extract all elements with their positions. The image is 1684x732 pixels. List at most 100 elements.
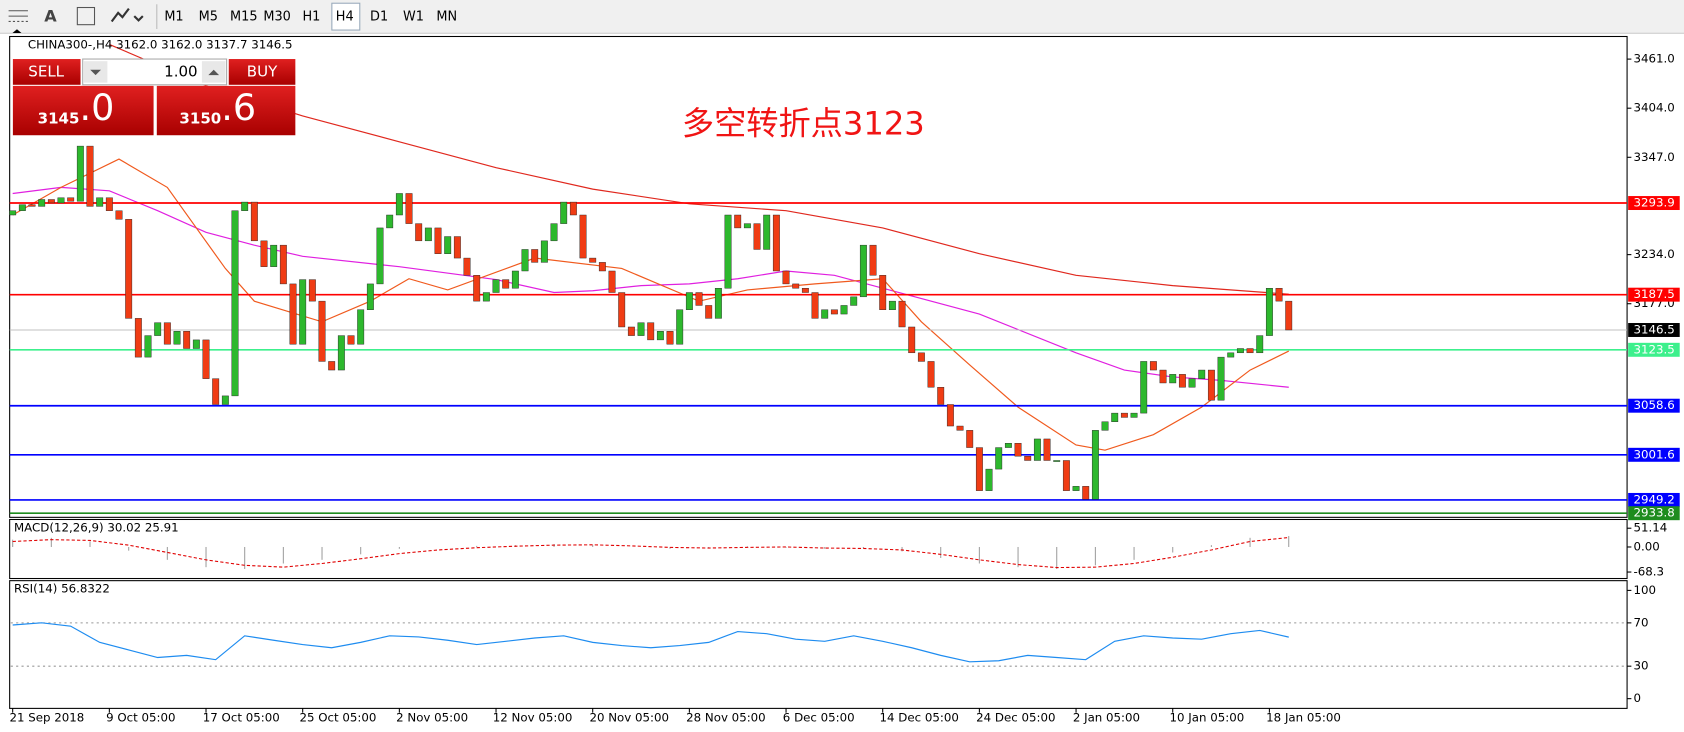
level-label: 3187.5 (1634, 287, 1675, 301)
y-tick-label: 51.14 (1634, 521, 1668, 535)
level-label: 3146.5 (1634, 322, 1675, 336)
bear-candle (772, 214, 780, 272)
bull-candle (724, 214, 732, 289)
x-tick-label: 9 Oct 05:00 (106, 711, 175, 725)
bear-candle (792, 283, 800, 289)
bull-candle (357, 309, 365, 345)
bid-box[interactable] (12, 85, 154, 136)
bear-candle (434, 227, 442, 254)
bear-candle (279, 244, 287, 285)
bull-candle (154, 322, 162, 336)
level-box (1628, 492, 1680, 507)
bear-candle (782, 270, 790, 285)
annotation: 多空转折点3123 (682, 105, 925, 143)
bull-candle (482, 292, 490, 302)
bull-candle (888, 300, 896, 310)
x-tick-label: 2 Jan 05:00 (1073, 711, 1140, 725)
timeframe[interactable]: MN (436, 10, 457, 25)
macd-frame (9, 518, 1628, 580)
bear-candle (125, 219, 133, 319)
bear-candle (1082, 486, 1090, 500)
timeframe[interactable]: W1 (403, 10, 424, 25)
timeframe[interactable]: M5 (199, 10, 218, 25)
timeframe[interactable]: H1 (303, 10, 321, 25)
bull-candle (231, 210, 239, 397)
level-label: 3123.5 (1634, 342, 1675, 356)
level-box (1628, 342, 1680, 357)
bull-candle (550, 223, 558, 242)
ask-box[interactable] (156, 85, 296, 136)
bear-candle (134, 318, 142, 358)
bull-candle (444, 236, 452, 254)
bear-candle (453, 236, 461, 259)
bull-candle (38, 199, 46, 207)
bear-candle (879, 275, 887, 310)
label-tool[interactable] (76, 6, 96, 26)
level-label: 3001.6 (1634, 447, 1675, 461)
bull-candle (511, 270, 519, 289)
ask-big[interactable]: 3150 (179, 110, 221, 128)
sell-button[interactable] (12, 59, 81, 85)
ask-small[interactable]: .6 (221, 86, 256, 129)
toolbar-bg (0, 0, 1684, 34)
bull-candle (1004, 443, 1012, 448)
buy-button[interactable] (228, 59, 296, 85)
text-tool[interactable]: A (44, 7, 57, 26)
bull-candle (1265, 288, 1273, 336)
level-box (1628, 447, 1680, 462)
timeframe[interactable]: M15 (230, 10, 258, 25)
bear-candle (260, 240, 268, 267)
y-tick-label: 0 (1634, 691, 1642, 705)
bull-candle (1033, 438, 1041, 461)
bull-candle (96, 197, 104, 207)
y-tick-label: 100 (1634, 583, 1657, 597)
bear-candle (1043, 438, 1051, 461)
panel-title: MACD(12,26,9) 30.02 25.91 (14, 521, 179, 535)
bull-candle (676, 309, 684, 345)
bear-candle (1014, 443, 1022, 457)
bear-candle (927, 361, 935, 388)
level-label: 3293.9 (1634, 196, 1675, 210)
bull-candle (540, 240, 548, 263)
bull-candle (1140, 361, 1148, 414)
bear-candle (463, 257, 471, 276)
bear-candle (1246, 348, 1254, 354)
crosshair-icon[interactable] (8, 10, 28, 23)
bid-small[interactable]: .0 (79, 86, 114, 129)
bull-candle (1053, 460, 1061, 462)
bear-candle (502, 279, 510, 289)
collapse-icon[interactable] (12, 29, 22, 34)
buy-label[interactable]: BUY (247, 62, 278, 80)
bear-candle (1178, 374, 1186, 388)
x-tick-label: 21 Sep 2018 (9, 711, 84, 725)
volume[interactable]: 1.00 (164, 62, 197, 80)
bear-candle (1159, 369, 1167, 384)
bull-candle (76, 145, 84, 202)
bear-candle (531, 249, 539, 263)
bear-candle (1120, 412, 1128, 418)
bull-candle (366, 283, 374, 310)
bull-candle (270, 244, 278, 267)
bull-candle (1236, 348, 1244, 354)
bid-big[interactable]: 3145 (38, 110, 80, 128)
bull-candle (1227, 352, 1235, 358)
bear-candle (811, 292, 819, 319)
bear-candle (115, 210, 123, 220)
timeframe[interactable]: D1 (370, 10, 388, 25)
level-box (1628, 323, 1680, 337)
timeframe[interactable]: M1 (164, 10, 183, 25)
bear-candle (289, 283, 297, 345)
bear-candle (966, 430, 974, 448)
chart-area: CHINA300-,H4 3162.0 3162.0 3137.7 3146.5… (9, 29, 1680, 725)
main-frame (9, 35, 1628, 518)
bear-candle (908, 326, 916, 354)
bull-candle (1169, 374, 1177, 384)
timeframe[interactable]: H4 (336, 10, 354, 25)
bear-candle (695, 292, 703, 306)
timeframe[interactable]: M30 (263, 10, 291, 25)
objects-tool[interactable] (110, 7, 144, 23)
bear-candle (937, 387, 945, 405)
sell-label[interactable]: SELL (28, 62, 64, 80)
bull-candle (492, 279, 500, 293)
